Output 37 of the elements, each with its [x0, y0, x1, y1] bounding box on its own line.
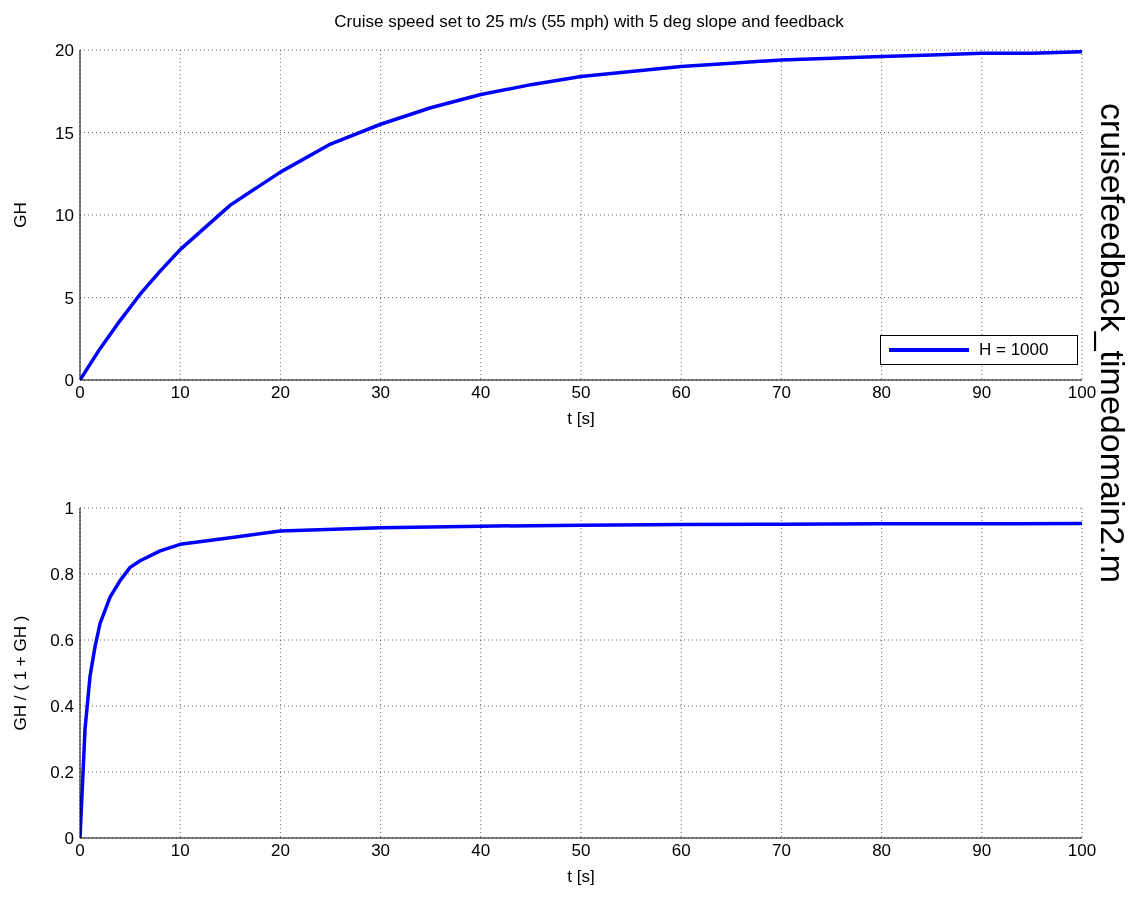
x-tick-label: 60 — [671, 383, 691, 403]
x-tick-label: 50 — [571, 383, 591, 403]
y-axis-title: GH — [11, 202, 31, 228]
y-tick-label: 0.6 — [50, 631, 74, 651]
x-tick-label: 30 — [371, 841, 391, 861]
text: cruisefeedback_timedomain2.m — [1094, 103, 1133, 584]
y-tick-label: 15 — [55, 123, 74, 143]
legend-label: H = 1000 — [979, 340, 1049, 360]
x-tick-label: 60 — [671, 841, 691, 861]
chart-title: Cruise speed set to 25 m/s (55 mph) with 5 deg slope and feedback — [333, 12, 845, 32]
x-tick-label: 90 — [972, 383, 992, 403]
x-tick-label: 30 — [371, 383, 391, 403]
x-axis-title: t [s] — [567, 409, 595, 428]
x-tick-label: 20 — [270, 383, 290, 403]
x-tick-label: 80 — [872, 841, 892, 861]
y-tick-label: 0.2 — [50, 763, 74, 783]
x-tick-label: 20 — [270, 841, 290, 861]
y-tick-label: 0.8 — [50, 565, 74, 585]
x-tick-label: 10 — [170, 383, 190, 403]
x-tick-label: 40 — [471, 383, 491, 403]
x-tick-label: 90 — [972, 841, 992, 861]
x-tick-label: 70 — [771, 383, 791, 403]
x-tick-label: 50 — [571, 841, 591, 861]
x-tick-label: 100 — [1067, 383, 1097, 403]
y-tick-label: 1 — [64, 499, 74, 519]
x-tick-label: 100 — [1067, 841, 1097, 861]
x-tick-label: 40 — [471, 841, 491, 861]
y-axis-title: GH / ( 1 + GH ) — [11, 615, 31, 731]
x-axis-title: t [s] — [567, 867, 595, 886]
x-tick-label: 70 — [771, 841, 791, 861]
x-tick-label: 10 — [170, 841, 190, 861]
y-tick-label: 20 — [55, 41, 74, 61]
line-series — [80, 50, 1082, 380]
y-tick-label: 10 — [55, 206, 74, 226]
y-tick-label: 5 — [64, 288, 74, 308]
y-tick-label: 0.4 — [50, 697, 74, 717]
x-tick-label: 80 — [872, 383, 892, 403]
